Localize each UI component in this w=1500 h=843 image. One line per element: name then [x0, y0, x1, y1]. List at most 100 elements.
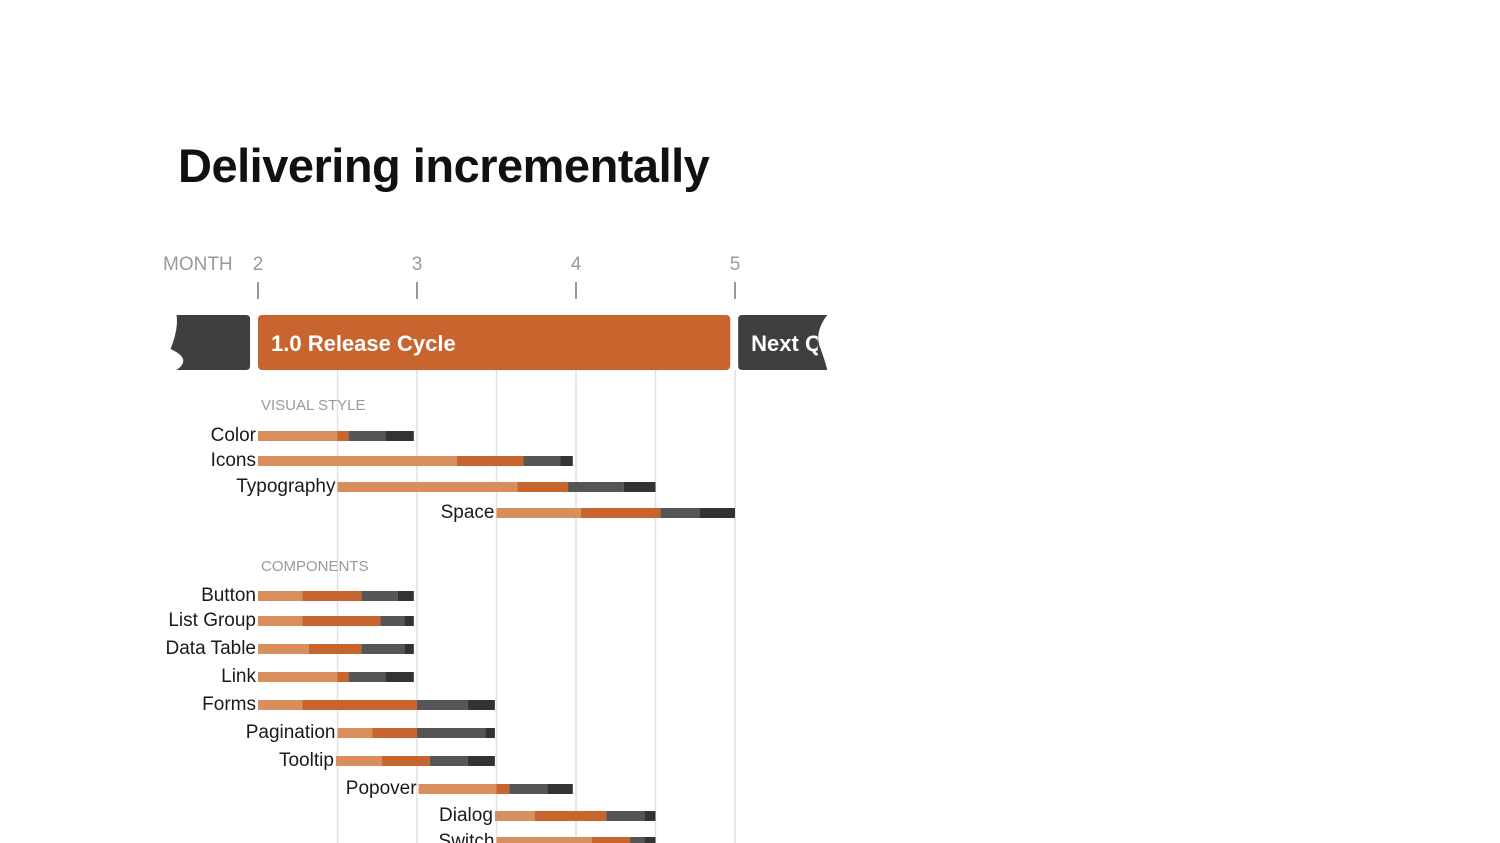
task-bar-switch-phase-3 — [630, 837, 645, 843]
task-row-icons: Icons — [211, 450, 573, 471]
task-bar-dialog-phase-3 — [606, 811, 645, 821]
task-bar-list-group-phase-4 — [404, 616, 414, 626]
task-bar-switch-phase-1 — [496, 837, 592, 843]
task-bar-popover-phase-1 — [418, 784, 497, 794]
task-bar-typography-phase-2 — [517, 482, 569, 492]
task-bar-data-table-phase-2 — [308, 644, 362, 654]
task-bar-popover-phase-4 — [547, 784, 573, 794]
task-bar-forms-phase-4 — [467, 700, 495, 710]
task-bar-link-phase-1 — [258, 672, 338, 682]
cycle-next-q — [738, 315, 828, 370]
task-label-space: Space — [441, 502, 495, 523]
task-row-dialog: Dialog — [439, 805, 656, 826]
task-row-switch: Switch — [439, 831, 656, 843]
task-bar-popover-phase-2 — [496, 784, 510, 794]
task-bar-list-group-phase-1 — [258, 616, 303, 626]
task-bar-link-phase-2 — [337, 672, 349, 682]
task-bar-icons-phase-2 — [456, 456, 524, 466]
task-row-typography: Typography — [236, 476, 656, 497]
task-bar-list-group-phase-2 — [302, 616, 381, 626]
task-bar-data-table-phase-4 — [404, 644, 414, 654]
task-bar-list-group-phase-3 — [380, 616, 405, 626]
task-label-icons: Icons — [211, 450, 256, 471]
release-cycles: 1.0 Release Cycle Next Q — [170, 315, 828, 370]
task-row-list-group: List Group — [168, 610, 414, 631]
task-label-color: Color — [211, 425, 257, 446]
task-bar-data-table-phase-3 — [361, 644, 405, 654]
cycle-next-q-label: Next Q — [751, 331, 822, 356]
task-bar-space-phase-2 — [580, 508, 661, 518]
task-bar-tooltip-phase-1 — [335, 756, 383, 766]
task-bar-color-phase-4 — [385, 431, 414, 441]
task-bar-typography-phase-4 — [623, 482, 656, 492]
section-heading-components: COMPONENTS — [261, 558, 369, 575]
task-bar-pagination-phase-1 — [337, 728, 373, 738]
task-bar-tooltip-phase-3 — [429, 756, 468, 766]
gridlines — [336, 370, 736, 843]
task-label-pagination: Pagination — [246, 722, 336, 743]
task-label-forms: Forms — [202, 694, 256, 715]
tick-label-4: 4 — [571, 254, 582, 275]
task-row-color: Color — [211, 425, 414, 446]
task-bar-button-phase-2 — [302, 591, 362, 601]
tick-label-2: 2 — [253, 254, 264, 275]
task-bar-pagination-phase-2 — [372, 728, 417, 738]
axis-label: MONTH — [163, 254, 233, 275]
task-bar-link-phase-4 — [385, 672, 414, 682]
task-row-link: Link — [221, 666, 414, 687]
task-bar-color-phase-3 — [348, 431, 386, 441]
task-bar-typography-phase-3 — [568, 482, 624, 492]
task-bar-link-phase-3 — [348, 672, 386, 682]
task-row-popover: Popover — [346, 778, 573, 799]
task-bar-popover-phase-3 — [509, 784, 548, 794]
task-bar-color-phase-1 — [258, 431, 338, 441]
task-bar-tooltip-phase-2 — [382, 756, 430, 766]
task-row-pagination: Pagination — [246, 722, 495, 743]
task-row-forms: Forms — [202, 694, 495, 715]
task-label-popover: Popover — [346, 778, 417, 799]
task-bar-icons-phase-1 — [258, 456, 457, 466]
slide-title: Delivering incrementally — [178, 139, 710, 192]
cycle-previous — [170, 315, 251, 370]
task-row-button: Button — [201, 585, 414, 606]
task-row-data-table: Data Table — [166, 638, 414, 659]
task-bar-forms-phase-1 — [258, 700, 303, 710]
task-label-button: Button — [201, 585, 256, 606]
task-label-data-table: Data Table — [166, 638, 257, 659]
task-bar-icons-phase-4 — [560, 456, 573, 466]
task-label-list-group: List Group — [168, 610, 256, 631]
task-label-tooltip: Tooltip — [279, 750, 334, 771]
task-row-space: Space — [441, 502, 735, 523]
task-bar-button-phase-1 — [258, 591, 303, 601]
task-bar-dialog-phase-4 — [644, 811, 656, 821]
task-label-link: Link — [221, 666, 256, 687]
task-bar-color-phase-2 — [337, 431, 349, 441]
task-bar-space-phase-4 — [700, 508, 735, 518]
task-bar-pagination-phase-4 — [485, 728, 495, 738]
task-bar-pagination-phase-3 — [417, 728, 486, 738]
task-bar-button-phase-3 — [361, 591, 398, 601]
task-label-typography: Typography — [236, 476, 336, 497]
task-bar-dialog-phase-2 — [534, 811, 607, 821]
task-bar-space-phase-1 — [496, 508, 581, 518]
task-bar-switch-phase-2 — [591, 837, 631, 843]
task-bar-icons-phase-3 — [523, 456, 561, 466]
task-label-dialog: Dialog — [439, 805, 493, 826]
task-bar-switch-phase-4 — [644, 837, 656, 843]
tick-label-3: 3 — [412, 254, 423, 275]
tick-label-5: 5 — [730, 254, 741, 275]
task-bar-tooltip-phase-4 — [467, 756, 495, 766]
section-components: COMPONENTS Button List Group Data Table Link… — [166, 558, 656, 843]
month-axis: MONTH 2 3 4 5 — [163, 254, 740, 299]
section-heading-visual-style: VISUAL STYLE — [261, 397, 366, 414]
task-bar-forms-phase-2 — [302, 700, 417, 710]
task-bar-dialog-phase-1 — [494, 811, 535, 821]
cycle-1-0-release-cycle-label: 1.0 Release Cycle — [271, 331, 456, 356]
task-row-tooltip: Tooltip — [279, 750, 495, 771]
task-bar-typography-phase-1 — [337, 482, 518, 492]
cycle-1-0-release-cycle — [258, 315, 731, 370]
